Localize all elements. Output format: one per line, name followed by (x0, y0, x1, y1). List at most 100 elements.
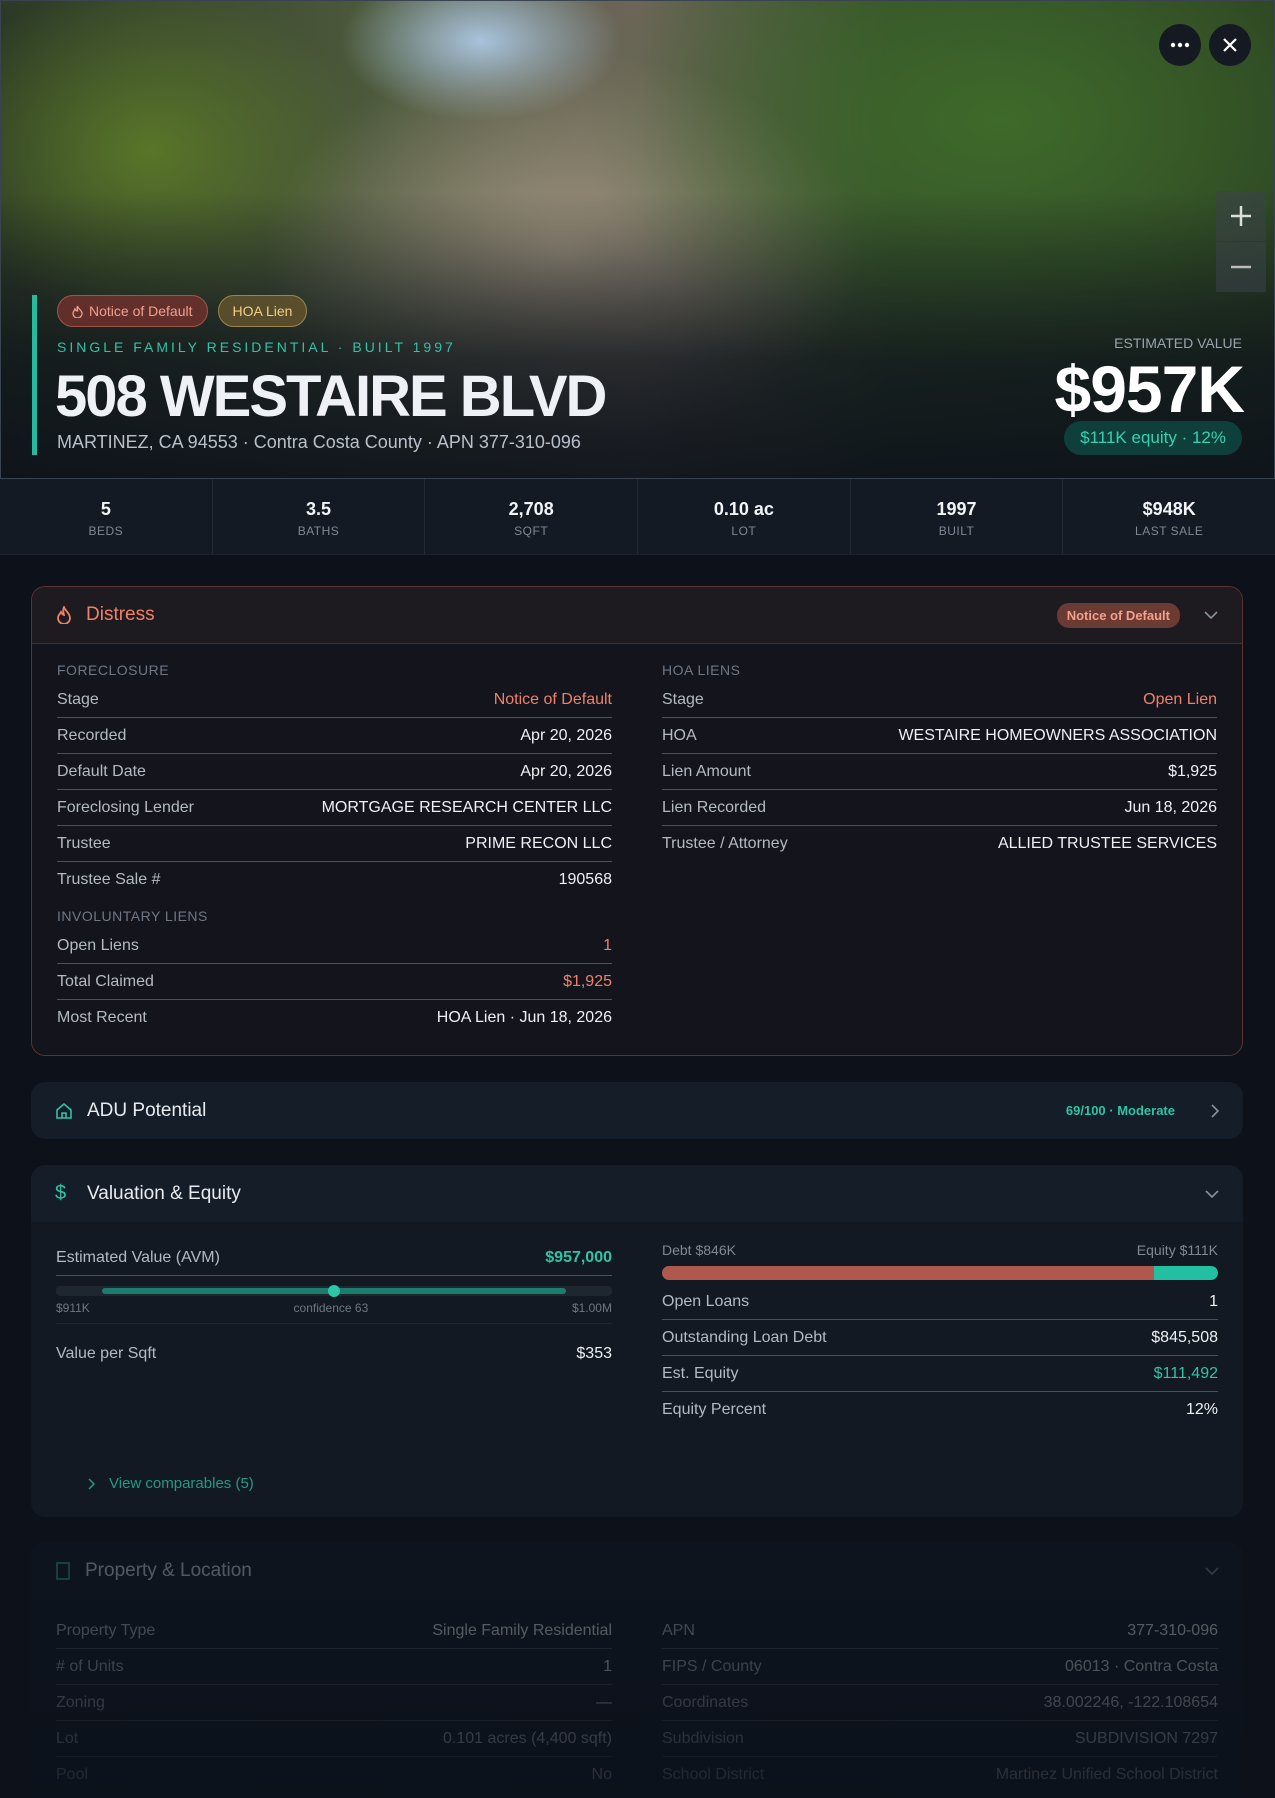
distress-header[interactable]: Distress Notice of Default (32, 587, 1242, 644)
stat: 1997 BUILT (851, 479, 1064, 554)
row-value: $1,925 (563, 972, 612, 990)
dollar-icon: $ (55, 1182, 67, 1204)
close-icon (1223, 38, 1237, 52)
section-rows: Stage Open Lien HOA WESTAIRE HOMEOWNERS ASS… (662, 682, 1217, 862)
more-icon (1170, 42, 1190, 48)
address-line: MARTINEZ, CA 94553 · Contra Costa County… (57, 432, 581, 452)
detail-row: Property Type Single Family Residential (56, 1613, 612, 1649)
stat: 2,708 SQFT (425, 479, 639, 554)
detail-row: Default Date Apr 20, 2026 (57, 754, 612, 790)
property-photo: Notice of Default HOA Lien SINGLE FAMILY … (0, 0, 1275, 479)
range-high: $1.00M (571, 1301, 612, 1315)
more-button[interactable] (1159, 24, 1201, 66)
stat-value: 2,708 (508, 499, 554, 519)
row-value: PRIME RECON LLC (465, 834, 612, 852)
detail-row: Trustee / Attorney ALLIED TRUSTEE SERVICE… (662, 826, 1217, 862)
stat-label: BATHS (297, 524, 340, 538)
row-value: Notice of Default (493, 690, 612, 708)
equity-segment (1153, 1266, 1218, 1280)
row-value: 1 (1209, 1292, 1218, 1310)
close-button[interactable] (1209, 24, 1251, 66)
stat-value: 1997 (936, 499, 977, 519)
row-label: Lien Recorded (662, 798, 767, 816)
detail-row: Recorded Apr 20, 2026 (57, 718, 612, 754)
detail-row: Most Recent HOA Lien · Jun 18, 2026 (57, 1000, 612, 1036)
row-label: Est. Equity (662, 1364, 739, 1382)
detail-row: Open Liens 1 (57, 928, 612, 964)
card-title: ADU Potential (87, 1099, 207, 1121)
building-icon (56, 1561, 70, 1580)
flame-icon (72, 305, 83, 318)
property-header[interactable]: Property & Location (31, 1542, 1243, 1599)
flame-icon (57, 606, 71, 624)
detail-row: Trustee PRIME RECON LLC (57, 826, 612, 862)
chevron-icon (1204, 611, 1218, 619)
row-label: Trustee / Attorney (662, 835, 788, 852)
row-label: Stage (662, 690, 704, 708)
detail-row: Stage Notice of Default (57, 682, 612, 718)
equity-pill: $111K equity · 12% (1064, 421, 1242, 455)
badge-text: HOA Lien (232, 303, 293, 319)
row-label: Equity Percent (662, 1401, 767, 1418)
right-rows: Open Loans 1 Outstanding Loan Debt $845,508… (662, 1284, 1218, 1428)
detail-row: Stage Open Lien (662, 682, 1217, 718)
stat: $948K LAST SALE (1063, 479, 1275, 554)
detail-row: Total Claimed $1,925 (57, 964, 612, 1000)
adu-header[interactable]: ADU Potential 69/100 · Moderate (31, 1082, 1243, 1139)
row-value: 1 (603, 936, 612, 954)
accent-bar (32, 295, 37, 455)
section: INVOLUNTARY LIENS Open Liens 1 Total Claime… (57, 898, 612, 1036)
status-badge: HOA Lien (217, 295, 308, 327)
row-label: Recorded (57, 726, 127, 744)
right-column: Debt $846K Equity $111K Open Loans 1 Outst… (662, 1240, 1218, 1428)
fade-overlay (0, 1640, 1275, 1798)
stat-label: LOT (731, 524, 757, 538)
row-value: $111,492 (1153, 1364, 1218, 1382)
stat-label: BUILT (938, 524, 975, 538)
chevron-icon (1205, 1566, 1219, 1575)
section-heading: HOA LIENS (662, 662, 741, 678)
zoom-out[interactable] (1216, 242, 1266, 292)
row-label: Total Claimed (57, 972, 154, 990)
card-title: Property & Location (85, 1559, 252, 1581)
row-label: Trustee (57, 834, 111, 852)
zoom-in[interactable] (1216, 191, 1266, 241)
range-labels: $911K confidence 63 $1.00M (56, 1301, 612, 1324)
section: HOA LIENS Stage Open Lien HOA WESTAIRE HOMEO… (662, 652, 1217, 862)
row-label: Value per Sqft (56, 1345, 157, 1362)
value-label: ESTIMATED VALUE (1114, 335, 1242, 351)
stat: 3.5 BATHS (213, 479, 426, 554)
detail-row: Lien Recorded Jun 18, 2026 (662, 790, 1217, 826)
plus-icon (1231, 206, 1251, 226)
equity-label: Equity $111K (1136, 1242, 1218, 1258)
badge-list: Notice of Default HOA Lien (57, 295, 308, 327)
row-label: Open Loans (662, 1292, 750, 1310)
detail-row: HOA WESTAIRE HOMEOWNERS ASSOCIATION (662, 718, 1217, 754)
comparables-link[interactable]: View comparables (5) (88, 1475, 254, 1492)
home-icon (56, 1102, 72, 1119)
range-low: $911K (56, 1301, 90, 1315)
distress-body: FORECLOSURE Stage Notice of Default Recorde… (32, 644, 1242, 1036)
debt-equity-bar (662, 1266, 1218, 1280)
row-value: HOA Lien · Jun 18, 2026 (436, 1009, 612, 1026)
stat-label: LAST SALE (1135, 524, 1204, 538)
stat-value: 5 (100, 499, 111, 519)
left-column: Estimated Value (AVM) $957,000 $911K con… (56, 1240, 612, 1428)
stat-value: 3.5 (305, 499, 332, 519)
status-pill: Notice of Default (1056, 602, 1180, 628)
right-column: HOA LIENS Stage Open Lien HOA WESTAIRE HOMEO… (662, 652, 1217, 1036)
row-value: $1,925 (1168, 762, 1217, 780)
row-value: 377-310-096 (1127, 1621, 1218, 1639)
distress-card: Distress Notice of Default FORECLOSURE St… (31, 586, 1243, 1056)
chevron-icon (1211, 1103, 1219, 1118)
estimated-value: $957K (1054, 352, 1245, 426)
valuation-header[interactable]: $ Valuation & Equity (31, 1165, 1243, 1222)
section-heading: FORECLOSURE (57, 662, 170, 678)
stat-label: SQFT (514, 524, 549, 538)
row-label: Stage (57, 690, 99, 708)
row-label: Foreclosing Lender (57, 798, 194, 816)
row-value: $845,508 (1151, 1328, 1218, 1346)
section-heading: INVOLUNTARY LIENS (57, 908, 208, 924)
row-label: Lien Amount (662, 762, 751, 780)
